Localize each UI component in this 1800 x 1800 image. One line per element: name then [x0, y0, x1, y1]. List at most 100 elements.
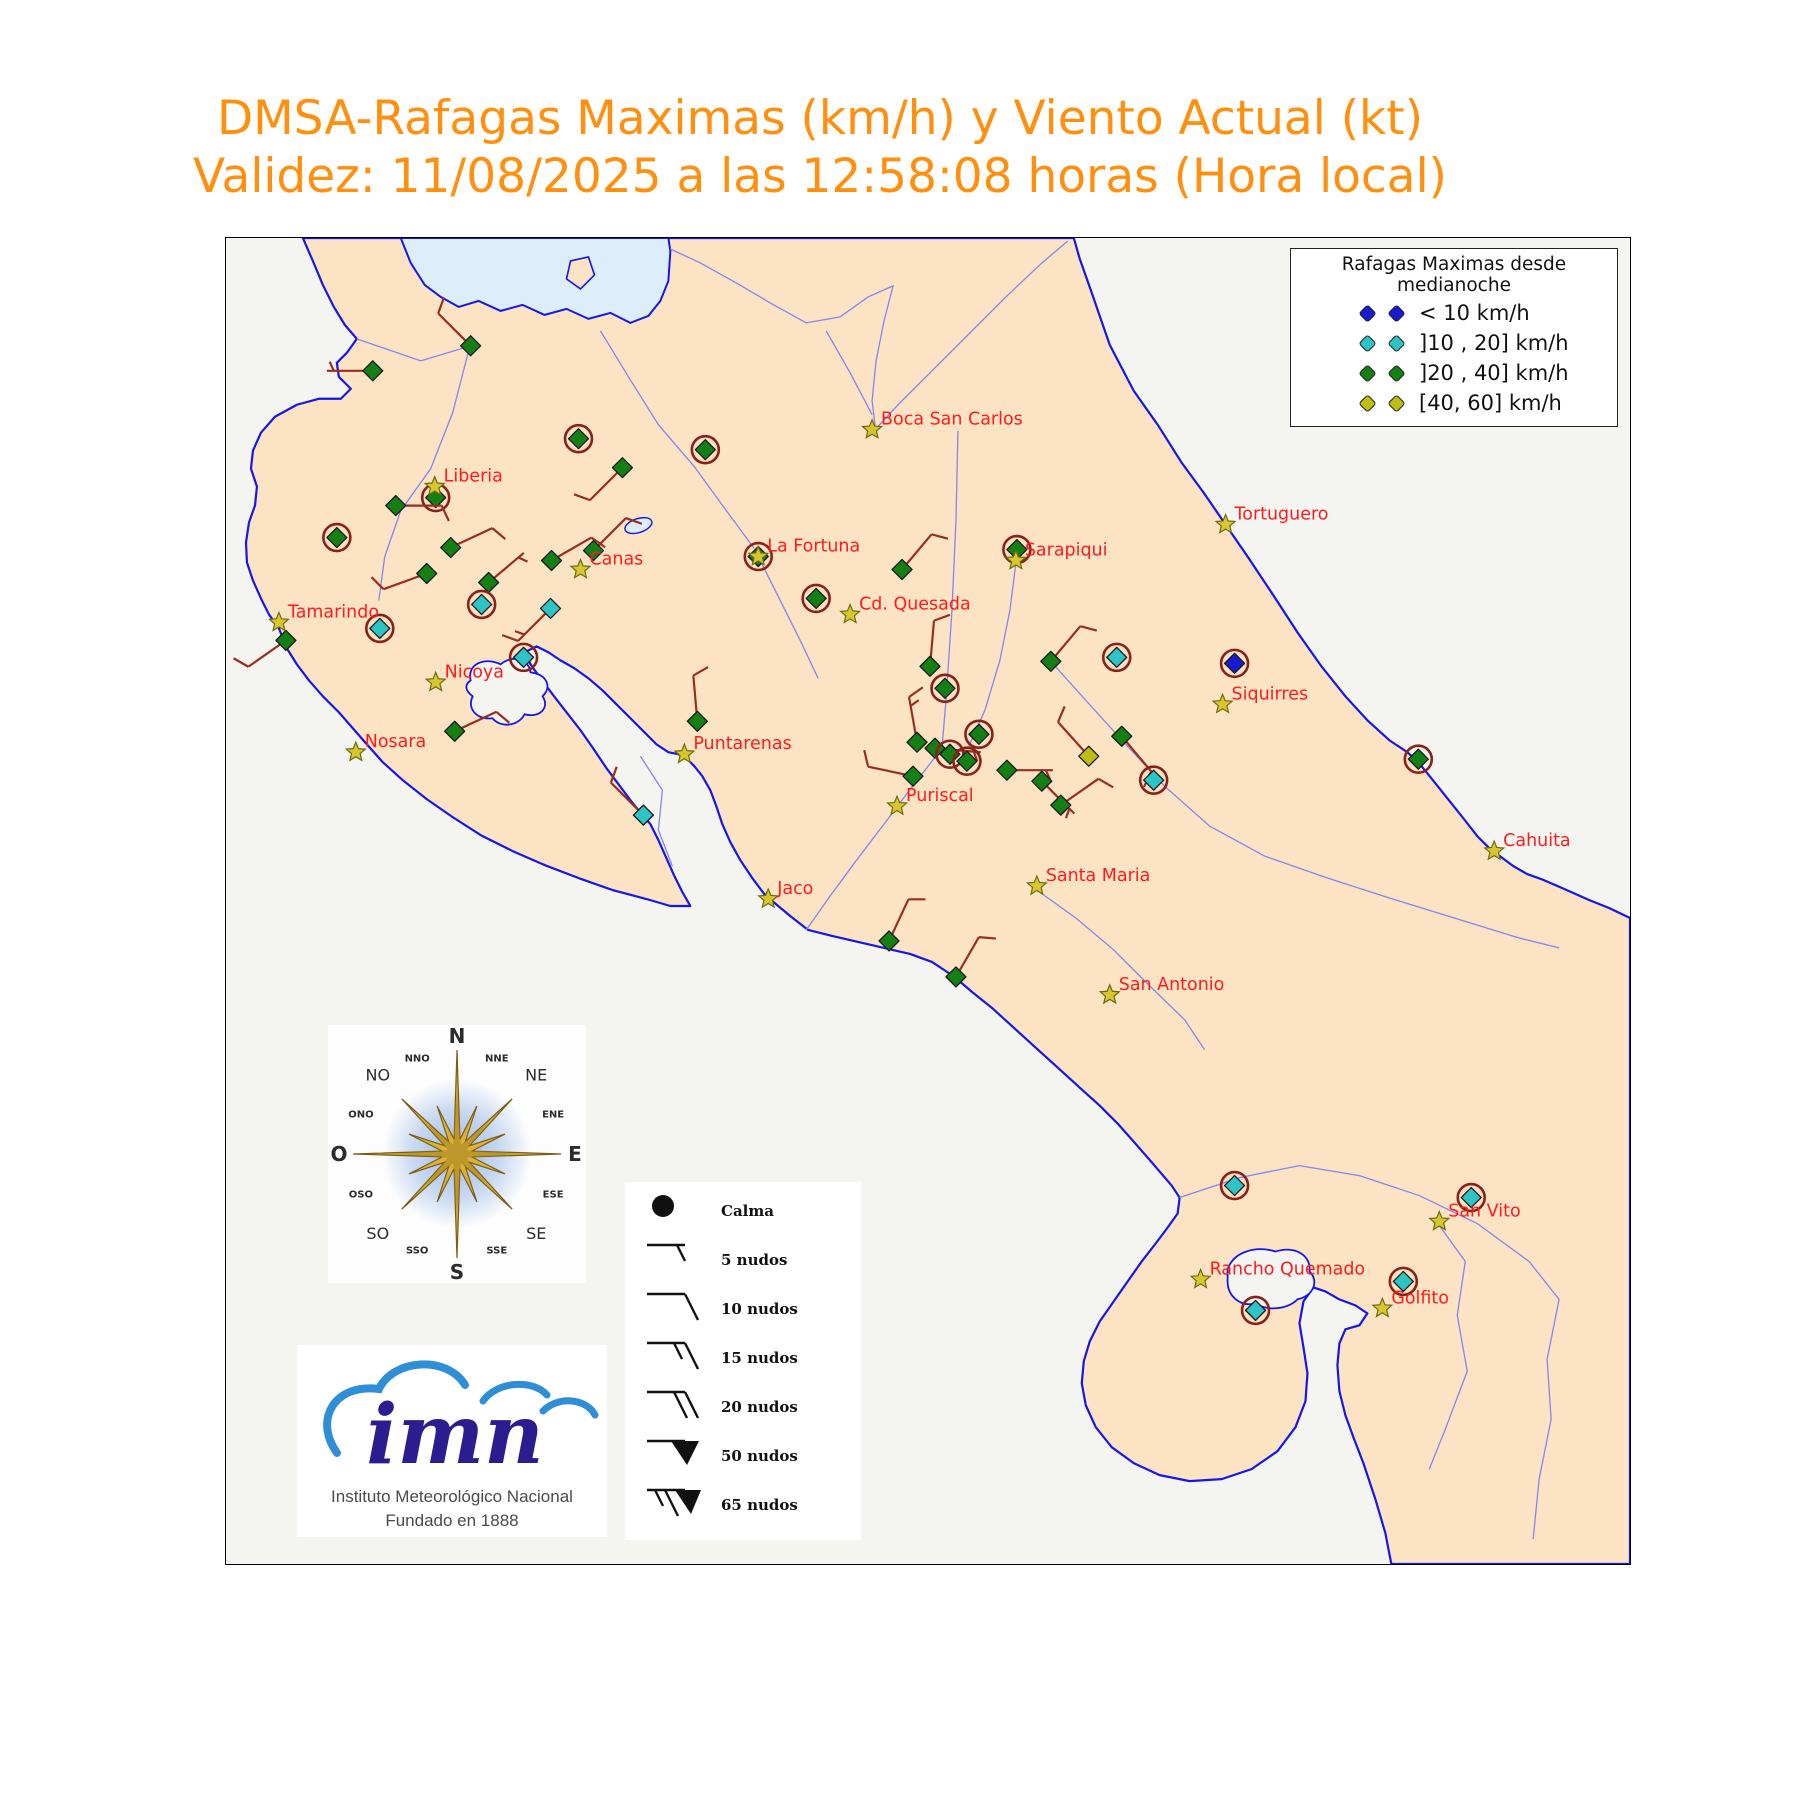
gust-diamond-icon — [1387, 303, 1406, 323]
station — [930, 673, 960, 704]
city-label: Nosara — [365, 732, 426, 752]
city-label: Nicoya — [445, 662, 504, 682]
barb-symbol-icon — [652, 1194, 674, 1217]
barb-symbol-icon — [647, 1390, 700, 1419]
station-marker — [440, 536, 462, 559]
station-marker — [460, 335, 482, 357]
imn-logo: imn Instituto Meteorológico Nacional Fun… — [297, 1345, 607, 1537]
compass-direction-label: SO — [366, 1224, 389, 1243]
compass-direction-label: S — [450, 1260, 464, 1283]
station — [878, 898, 926, 952]
river-border-line — [1179, 1164, 1560, 1540]
imn-acronym: imn — [366, 1387, 544, 1480]
river-border-line — [967, 555, 1018, 749]
station — [508, 642, 539, 673]
station — [582, 517, 643, 562]
gust-ring — [930, 673, 960, 704]
city-star-icon — [747, 544, 770, 566]
barb-legend-symbol — [625, 1237, 721, 1283]
city-label: Cd. Quesada — [859, 594, 971, 614]
city-label: Golfito — [1391, 1288, 1449, 1308]
barb-legend-symbol — [625, 1188, 721, 1234]
station — [1057, 706, 1100, 767]
compass-rose-icon: N NNE NE ENE E ESE SE SSE S SSO SO OSO O ONO NO NNO — [330, 1024, 581, 1284]
gust-diamond-icon — [1358, 333, 1377, 353]
city-label: San Antonio — [1119, 975, 1225, 995]
compass-direction-label: NO — [366, 1065, 391, 1084]
compass-direction-label: NNO — [405, 1053, 430, 1064]
river-border-line — [1049, 659, 1560, 949]
compass-direction-label: ENE — [542, 1110, 564, 1121]
station-marker — [1111, 725, 1133, 747]
gust-ring — [1101, 642, 1132, 673]
station-marker — [919, 655, 941, 677]
landmass — [244, 238, 1630, 1564]
station — [1219, 648, 1250, 679]
compass-direction-label: ESE — [543, 1189, 564, 1200]
station — [385, 494, 450, 522]
station — [437, 297, 482, 357]
city-star-icon — [344, 740, 367, 762]
city-label: Jaco — [776, 879, 813, 899]
station-marker — [1078, 745, 1100, 767]
river-border-line — [378, 350, 470, 601]
gust-diamond-icon — [1358, 393, 1377, 413]
station-marker — [632, 804, 655, 826]
barb-legend-label: 50 nudos — [721, 1446, 798, 1465]
station-marker — [968, 723, 990, 745]
station-marker — [275, 629, 297, 652]
station — [952, 746, 982, 776]
station-marker — [891, 558, 913, 581]
map-title-line1: DMSA-Rafagas Maximas (km/h) y Viento Act… — [216, 91, 1424, 146]
station-marker — [611, 457, 634, 479]
station — [1219, 1170, 1250, 1201]
city-star-icon — [423, 475, 446, 496]
barb-legend-symbol — [625, 1482, 721, 1528]
compass-direction-label: NNE — [485, 1053, 509, 1064]
city-star-icon — [839, 602, 862, 624]
city-label: Tamarindo — [287, 602, 379, 622]
gust-legend-swatches — [1358, 333, 1406, 353]
station — [440, 527, 507, 559]
city-label: Cahuita — [1503, 831, 1570, 851]
compass-direction-label: SSE — [486, 1246, 507, 1257]
station-marker — [539, 597, 562, 620]
river-border-line — [825, 330, 873, 416]
barb-symbol-icon — [647, 1292, 700, 1321]
gust-ring — [1403, 744, 1434, 774]
barb-symbol-icon — [647, 1488, 701, 1517]
station — [1138, 765, 1169, 795]
city-label: Liberia — [444, 467, 503, 487]
barb-legend-symbol — [625, 1335, 721, 1381]
city-star-icon — [861, 418, 884, 440]
city-label: Canas — [589, 550, 643, 570]
city-star-icon — [673, 742, 696, 764]
compass-direction-label: N — [449, 1025, 466, 1048]
station — [573, 457, 634, 502]
map-title: DMSA-Rafagas Maximas (km/h) y Viento Act… — [10, 90, 1630, 206]
city-star-icon — [757, 887, 780, 909]
station-marker — [385, 494, 407, 517]
barb-legend-item: 10 nudos — [625, 1284, 861, 1333]
compass-direction-label: ONO — [348, 1110, 373, 1121]
barb-symbol-icon — [647, 1439, 699, 1465]
station — [233, 629, 297, 668]
station — [1403, 744, 1434, 774]
station — [1040, 625, 1098, 672]
station-marker — [540, 549, 563, 572]
station-marker — [416, 562, 438, 585]
city-label: Siquirres — [1232, 684, 1308, 704]
stations-layer — [233, 297, 1487, 1326]
gust-ring — [563, 423, 594, 454]
city-label: Santa Maria — [1046, 866, 1151, 886]
river-border-line — [874, 240, 1069, 431]
gust-ring — [508, 642, 539, 673]
barb-legend-item: Calma — [625, 1186, 861, 1235]
gust-ring — [1138, 765, 1169, 795]
station-marker — [694, 439, 716, 461]
logo-founded-text: Fundado en 1888 — [385, 1511, 519, 1530]
nicoya-estuary — [465, 657, 549, 726]
station — [996, 759, 1053, 781]
river-border-line — [599, 330, 755, 549]
